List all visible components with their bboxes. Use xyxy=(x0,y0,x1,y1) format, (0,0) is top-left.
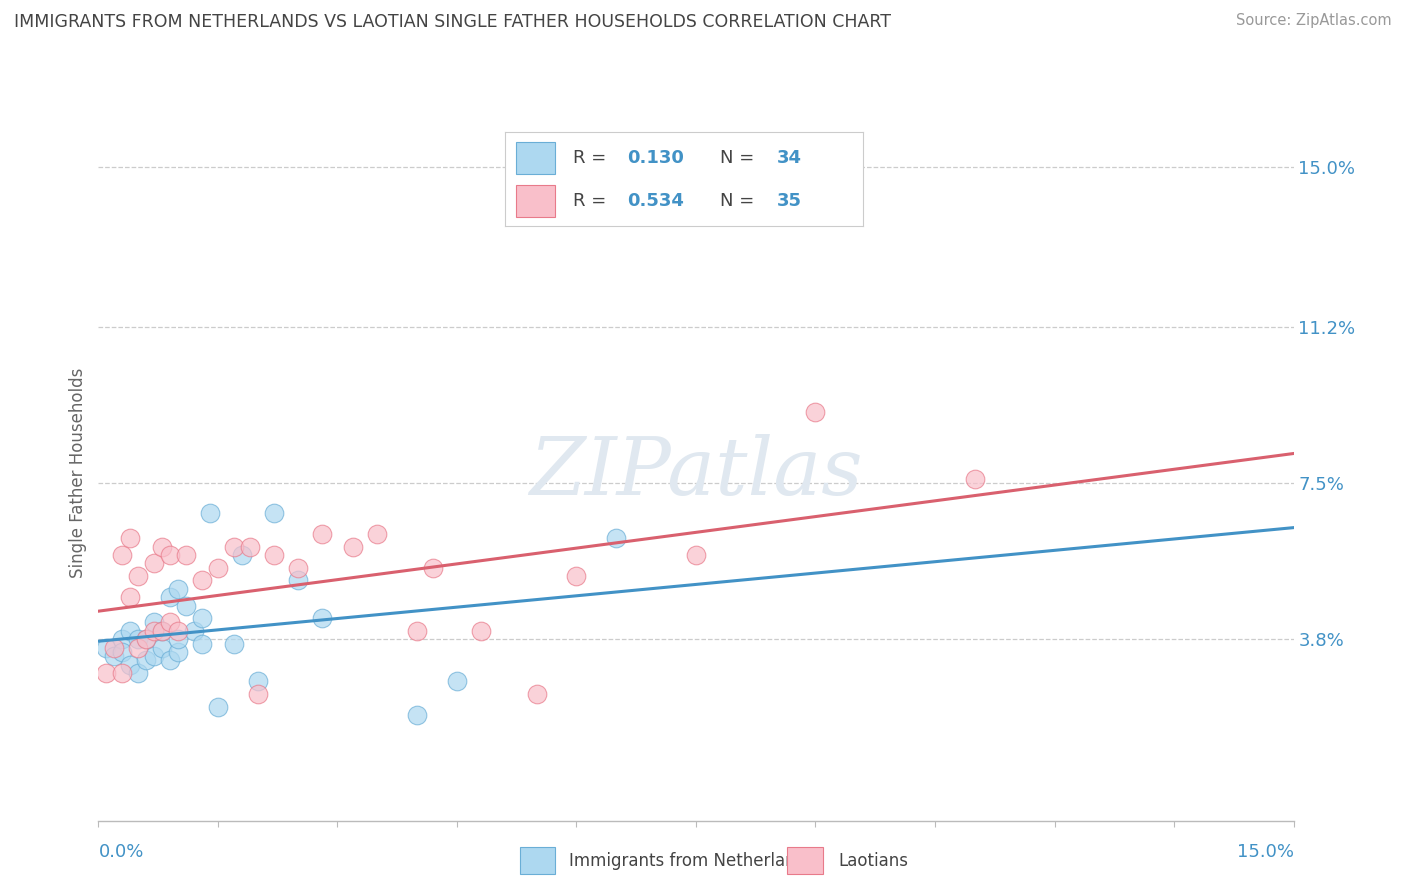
Point xyxy=(96,666,118,681)
Text: Source: ZipAtlas.com: Source: ZipAtlas.com xyxy=(1236,13,1392,29)
Text: Immigrants from Netherlands: Immigrants from Netherlands xyxy=(569,852,815,870)
Point xyxy=(143,649,166,664)
Point xyxy=(111,632,134,647)
Point xyxy=(422,560,444,574)
Point xyxy=(231,548,253,562)
Point xyxy=(191,636,214,650)
Text: IMMIGRANTS FROM NETHERLANDS VS LAOTIAN SINGLE FATHER HOUSEHOLDS CORRELATION CHAR: IMMIGRANTS FROM NETHERLANDS VS LAOTIAN S… xyxy=(14,13,891,31)
Point xyxy=(127,640,149,655)
Point xyxy=(143,557,166,571)
Point xyxy=(150,640,173,655)
Point xyxy=(120,531,142,545)
Point xyxy=(246,674,269,689)
Point xyxy=(127,569,149,583)
Point xyxy=(685,548,707,562)
Point xyxy=(120,590,142,604)
Point xyxy=(222,540,245,554)
Point xyxy=(167,582,190,596)
Point xyxy=(143,615,166,630)
Point xyxy=(406,624,429,638)
Point xyxy=(183,624,205,638)
Text: 15.0%: 15.0% xyxy=(1236,843,1294,861)
Point xyxy=(605,531,627,545)
Point xyxy=(804,404,827,418)
Point xyxy=(159,653,181,667)
Point xyxy=(366,527,388,541)
Point xyxy=(526,687,548,701)
Point xyxy=(167,645,190,659)
Point xyxy=(127,666,149,681)
Point xyxy=(287,560,309,574)
Point xyxy=(311,527,333,541)
Point xyxy=(239,540,262,554)
Point xyxy=(207,699,229,714)
Point xyxy=(263,506,285,520)
Point xyxy=(311,611,333,625)
Point xyxy=(342,540,364,554)
Point xyxy=(222,636,245,650)
Point xyxy=(263,548,285,562)
Point xyxy=(167,624,190,638)
Point xyxy=(198,506,221,520)
Point xyxy=(111,548,134,562)
Point xyxy=(287,574,309,588)
Point xyxy=(174,548,197,562)
Point xyxy=(127,632,149,647)
Point xyxy=(159,590,181,604)
Point xyxy=(246,687,269,701)
Point xyxy=(470,624,492,638)
Point xyxy=(191,611,214,625)
Text: 0.0%: 0.0% xyxy=(98,843,143,861)
Point xyxy=(103,649,125,664)
Point xyxy=(143,624,166,638)
Point xyxy=(406,708,429,723)
Point xyxy=(159,548,181,562)
Point xyxy=(167,632,190,647)
Point xyxy=(135,632,157,647)
Point xyxy=(103,640,125,655)
Point xyxy=(111,666,134,681)
Point xyxy=(963,472,986,486)
Y-axis label: Single Father Households: Single Father Households xyxy=(69,368,87,578)
Point xyxy=(159,615,181,630)
Point xyxy=(150,624,173,638)
Point xyxy=(207,560,229,574)
Point xyxy=(135,653,157,667)
Point xyxy=(135,632,157,647)
Point xyxy=(150,540,173,554)
Point xyxy=(111,645,134,659)
Text: Laotians: Laotians xyxy=(838,852,908,870)
Point xyxy=(120,657,142,672)
Point xyxy=(565,569,588,583)
Point xyxy=(174,599,197,613)
Text: ZIPatlas: ZIPatlas xyxy=(529,434,863,511)
Point xyxy=(96,640,118,655)
Point xyxy=(191,574,214,588)
Point xyxy=(120,624,142,638)
Point xyxy=(150,624,173,638)
Point xyxy=(446,674,468,689)
